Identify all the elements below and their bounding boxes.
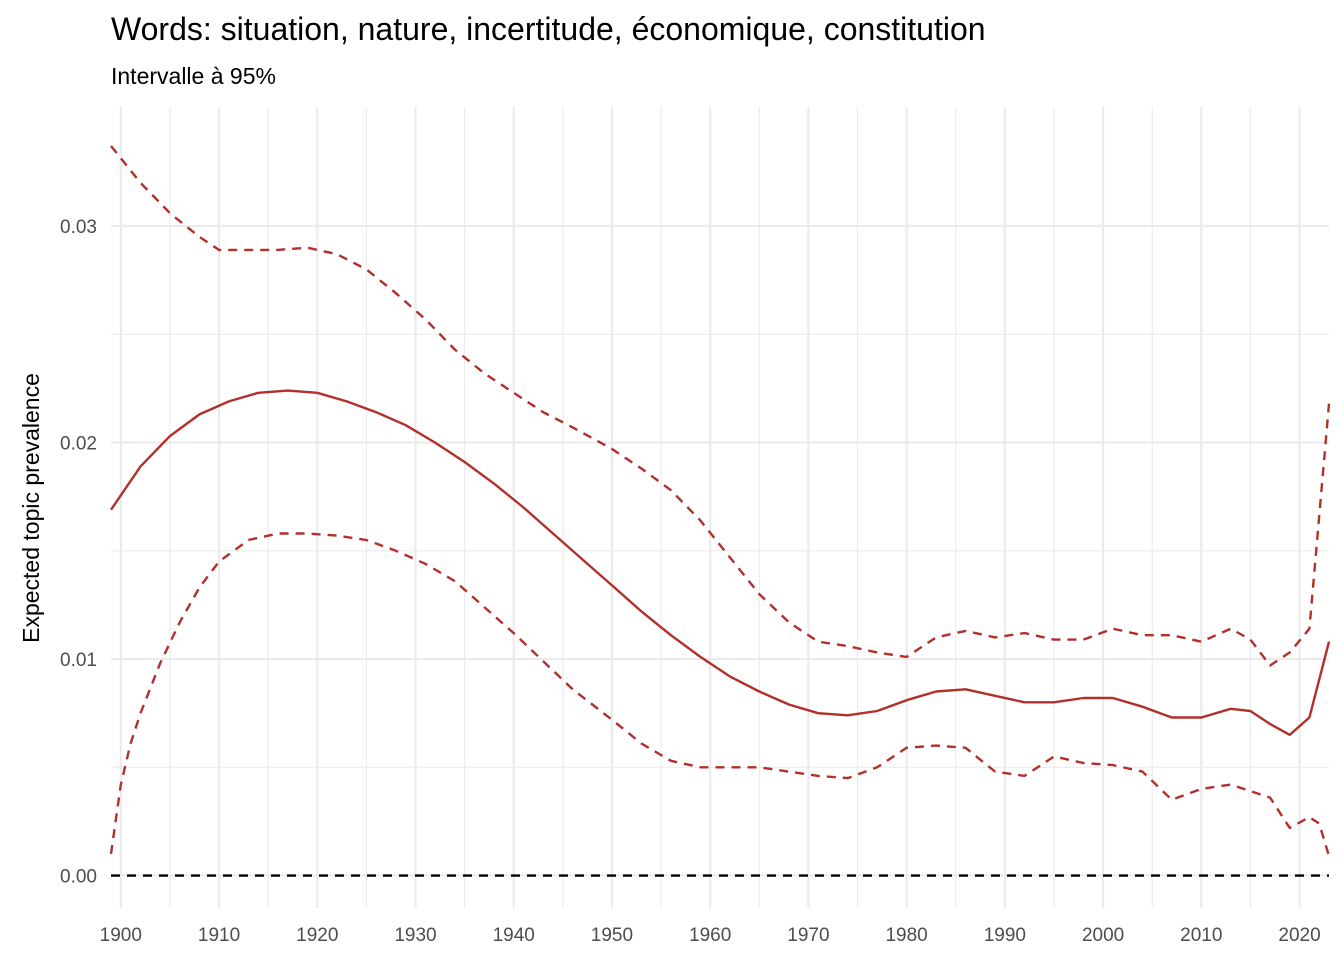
x-tick-label: 1950 bbox=[591, 925, 633, 946]
x-tick-label: 1970 bbox=[787, 925, 829, 946]
chart-subtitle: Intervalle à 95% bbox=[111, 63, 276, 89]
x-tick-label: 2020 bbox=[1278, 925, 1320, 946]
x-tick-label: 2000 bbox=[1082, 925, 1124, 946]
x-tick-label: 1980 bbox=[885, 925, 927, 946]
y-tick-label: 0.03 bbox=[60, 217, 97, 238]
x-tick-label: 1960 bbox=[689, 925, 731, 946]
x-tick-label: 1920 bbox=[296, 925, 338, 946]
x-tick-label: 1940 bbox=[493, 925, 535, 946]
series-group bbox=[109, 145, 1331, 857]
y-tick-label: 0.01 bbox=[60, 650, 97, 671]
x-tick-label: 1930 bbox=[394, 925, 436, 946]
chart-title: Words: situation, nature, incertitude, é… bbox=[111, 11, 986, 47]
upper-ci-line bbox=[110, 145, 1331, 667]
x-tick-label: 1990 bbox=[984, 925, 1026, 946]
y-axis-title: Expected topic prevalence bbox=[18, 373, 44, 643]
x-tick-label: 1900 bbox=[100, 925, 142, 946]
lower-ci-line bbox=[109, 532, 1331, 857]
x-tick-label: 2010 bbox=[1180, 925, 1222, 946]
x-axis: 1900 1910 1920 1930 1940 1950 1960 1970 1980 1990… bbox=[100, 925, 1321, 946]
y-tick-label: 0.02 bbox=[60, 434, 97, 455]
y-axis: 0.00 0.01 0.02 0.03 bbox=[60, 217, 97, 887]
estimate-line bbox=[110, 389, 1331, 736]
grid bbox=[111, 107, 1329, 908]
x-tick-label: 1910 bbox=[198, 925, 240, 946]
y-tick-label: 0.00 bbox=[60, 867, 97, 888]
